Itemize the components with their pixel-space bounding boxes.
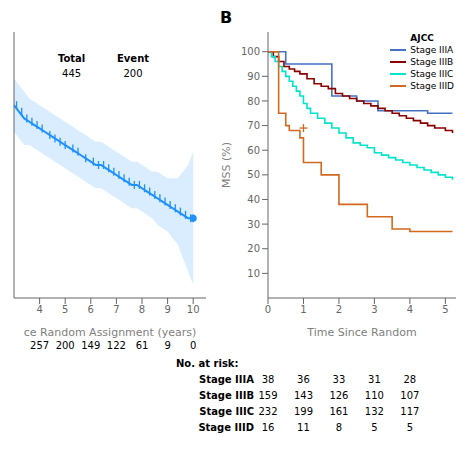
svg-text:Time Since Random: Time Since Random — [306, 326, 416, 338]
svg-text:MSS (%): MSS (%) — [220, 142, 233, 188]
svg-text:2: 2 — [336, 304, 342, 315]
svg-text:4: 4 — [407, 304, 413, 315]
html-text:117: 117 — [400, 406, 420, 417]
svg-text:5: 5 — [442, 304, 448, 315]
html-text:8: 8 — [335, 422, 343, 433]
html-text:0: 0 — [190, 340, 197, 351]
html-text:110: 110 — [364, 390, 384, 401]
html-text:Stage IIID: Stage IIID — [198, 422, 254, 433]
html-text:445: 445 — [62, 68, 82, 80]
html-text:232: 232 — [258, 406, 278, 417]
html-text:38: 38 — [261, 374, 275, 385]
svg-text:70: 70 — [247, 120, 260, 131]
svg-text:0: 0 — [265, 304, 271, 315]
html-text:200: 200 — [123, 68, 143, 80]
html-text:Stage IIIA: Stage IIIA — [198, 374, 254, 385]
svg-text:80: 80 — [247, 96, 260, 107]
svg-text:10: 10 — [247, 268, 260, 279]
svg-text:30: 30 — [247, 219, 260, 230]
svg-text:1: 1 — [300, 304, 306, 315]
html-text:122: 122 — [106, 340, 126, 351]
html-text:143: 143 — [293, 390, 313, 401]
html-text:159: 159 — [258, 390, 278, 401]
html-text:Stage IIID: Stage IIID — [410, 81, 454, 91]
html-text:107: 107 — [400, 390, 420, 401]
html-text:199: 199 — [293, 406, 313, 417]
html-text:Event: Event — [117, 53, 149, 65]
html-text:Total: Total — [57, 53, 86, 65]
svg-text:90: 90 — [247, 71, 260, 82]
html-text:Stage IIIC: Stage IIIC — [199, 406, 254, 417]
html-text:9: 9 — [164, 340, 171, 351]
html-text:61: 61 — [135, 340, 149, 351]
html-text:31: 31 — [368, 374, 381, 385]
html-text:5: 5 — [406, 422, 414, 433]
svg-text:20: 20 — [247, 243, 260, 254]
html-text:Stage IIIB: Stage IIIB — [199, 390, 254, 401]
svg-text:40: 40 — [247, 194, 260, 205]
html-text:200: 200 — [55, 340, 75, 351]
html-text:Stage IIIC: Stage IIIC — [410, 69, 454, 79]
html-text:33: 33 — [332, 374, 346, 385]
svg-text:100: 100 — [241, 46, 260, 57]
svg-text:ce Random Assignment (years): ce Random Assignment (years) — [24, 326, 196, 338]
svg-text:50: 50 — [247, 169, 260, 180]
svg-text:5: 5 — [62, 304, 68, 315]
html-text:AJCC: AJCC — [410, 33, 434, 43]
html-text:B: B — [220, 8, 233, 27]
html-text:28: 28 — [403, 374, 417, 385]
html-text:16: 16 — [261, 422, 275, 433]
svg-text:8: 8 — [139, 304, 145, 315]
html-text:5: 5 — [371, 422, 378, 433]
html-text:161: 161 — [329, 406, 349, 417]
html-text:132: 132 — [364, 406, 384, 417]
html-text:36: 36 — [297, 374, 310, 385]
html-text:Stage IIIB: Stage IIIB — [410, 57, 454, 67]
svg-text:10: 10 — [187, 304, 200, 315]
html-text:Stage IIIA: Stage IIIA — [410, 45, 454, 55]
html-text:126: 126 — [329, 390, 349, 401]
svg-text:60: 60 — [247, 145, 260, 156]
html-text:11: 11 — [297, 422, 310, 433]
html-text:149: 149 — [81, 340, 101, 351]
svg-text:7: 7 — [113, 304, 119, 315]
html-text:257: 257 — [30, 340, 50, 351]
svg-text:4: 4 — [36, 304, 42, 315]
svg-text:9: 9 — [164, 304, 170, 315]
html-text:No. at risk:: No. at risk: — [176, 358, 239, 369]
svg-text:3: 3 — [371, 304, 377, 315]
svg-text:6: 6 — [88, 304, 94, 315]
